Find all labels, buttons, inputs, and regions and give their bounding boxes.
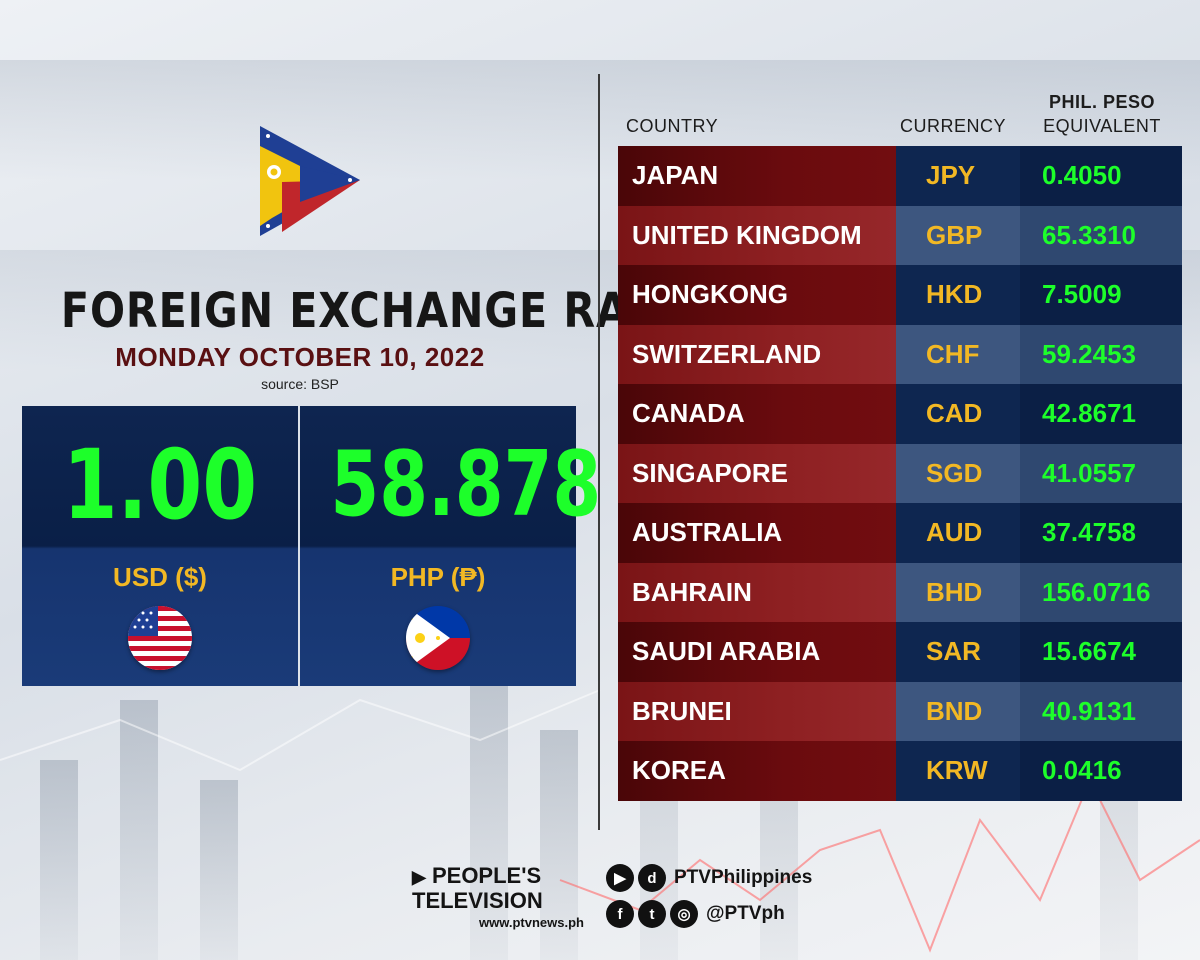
page-title: FOREIGN EXCHANGE RATE <box>60 283 684 339</box>
currency-cell: GBP <box>896 205 1020 265</box>
value-cell: 156.0716 <box>1020 562 1182 622</box>
header-country: COUNTRY <box>626 116 719 136</box>
source-label: source: BSP <box>261 376 339 392</box>
exchange-rate-table: JAPAN JPY 0.4050 UNITED KINGDOM GBP 65.3… <box>618 146 1182 801</box>
table-row: SINGAPORE SGD 41.0557 <box>618 443 1182 503</box>
vertical-divider <box>598 74 600 830</box>
ptv-brand: ▶ PEOPLE'S TELEVISION www.ptvnews.ph <box>412 864 584 931</box>
brand-line-1: ▶ PEOPLE'S <box>412 864 584 889</box>
usd-value: 1.00 <box>62 429 258 541</box>
php-rate-box: 58.878 PHP (₱) <box>300 406 602 686</box>
youtube-icon[interactable]: ▶ <box>606 864 634 892</box>
php-label: PHP (₱) <box>390 562 486 592</box>
country-cell: JAPAN <box>618 146 896 206</box>
value-cell: 7.5009 <box>1020 265 1182 325</box>
value-cell: 42.8671 <box>1020 384 1182 444</box>
table-row: UNITED KINGDOM GBP 65.3310 <box>618 205 1182 265</box>
handle-ptvphilippines[interactable]: PTVPhilippines <box>674 867 813 888</box>
usd-rate-box: 1.00 USD ($) <box>22 406 298 686</box>
brand-name-2: TELEVISION <box>412 888 543 913</box>
country-cell: KOREA <box>618 741 896 801</box>
table-row: JAPAN JPY 0.4050 <box>618 146 1182 206</box>
currency-cell: HKD <box>896 265 1020 325</box>
country-cell: BRUNEI <box>618 681 896 741</box>
value-cell: 59.2453 <box>1020 324 1182 384</box>
twitter-icon[interactable]: t <box>638 900 666 928</box>
social-row-1: ▶ d PTVPhilippines <box>606 864 812 892</box>
dailymotion-icon[interactable]: d <box>638 864 666 892</box>
usd-label: USD ($) <box>113 562 207 592</box>
currency-cell: AUD <box>896 503 1020 563</box>
table-row: CANADA CAD 42.8671 <box>618 384 1182 444</box>
header-peso-line2: EQUIVALENT <box>1043 116 1161 136</box>
currency-cell: SAR <box>896 622 1020 682</box>
country-cell: CANADA <box>618 384 896 444</box>
brand-url[interactable]: www.ptvnews.ph <box>479 915 584 930</box>
value-cell: 65.3310 <box>1020 205 1182 265</box>
value-cell: 0.0416 <box>1020 741 1182 801</box>
table-row: BAHRAIN BHD 156.0716 <box>618 562 1182 622</box>
table-row: KOREA KRW 0.0416 <box>618 741 1182 801</box>
currency-cell: BHD <box>896 562 1020 622</box>
country-cell: SINGAPORE <box>618 443 896 503</box>
instagram-icon[interactable]: ◎ <box>670 900 698 928</box>
php-value: 58.878 <box>330 432 602 537</box>
currency-cell: BND <box>896 681 1020 741</box>
table-row: SAUDI ARABIA SAR 15.6674 <box>618 622 1182 682</box>
country-cell: SAUDI ARABIA <box>618 622 896 682</box>
country-cell: AUSTRALIA <box>618 503 896 563</box>
header-currency: CURRENCY <box>900 116 1007 136</box>
country-cell: UNITED KINGDOM <box>618 205 896 265</box>
us-flag-icon <box>128 606 192 670</box>
value-cell: 37.4758 <box>1020 503 1182 563</box>
currency-cell: SGD <box>896 443 1020 503</box>
value-cell: 15.6674 <box>1020 622 1182 682</box>
table-row: BRUNEI BND 40.9131 <box>618 681 1182 741</box>
table-row: HONGKONG HKD 7.5009 <box>618 265 1182 325</box>
currency-cell: CAD <box>896 384 1020 444</box>
table-row: AUSTRALIA AUD 37.4758 <box>618 503 1182 563</box>
table-row: SWITZERLAND CHF 59.2453 <box>618 324 1182 384</box>
country-cell: SWITZERLAND <box>618 324 896 384</box>
currency-cell: JPY <box>896 146 1020 206</box>
currency-cell: KRW <box>896 741 1020 801</box>
social-row-2: f t ◎ @PTVph <box>606 900 785 928</box>
handle-ptvph[interactable]: @PTVph <box>706 903 785 924</box>
country-cell: BAHRAIN <box>618 562 896 622</box>
currency-cell: CHF <box>896 324 1020 384</box>
play-icon: ▶ <box>412 867 426 887</box>
ptv-logo <box>256 122 364 240</box>
ph-flag-icon <box>406 606 470 670</box>
facebook-icon[interactable]: f <box>606 900 634 928</box>
date-label: MONDAY OCTOBER 10, 2022 <box>115 342 485 372</box>
header-peso-line1: PHIL. PESO <box>1048 92 1156 112</box>
value-cell: 40.9131 <box>1020 681 1182 741</box>
brand-name-1: PEOPLE'S <box>431 863 542 888</box>
value-cell: 0.4050 <box>1020 146 1182 206</box>
country-cell: HONGKONG <box>618 265 896 325</box>
value-cell: 41.0557 <box>1020 443 1182 503</box>
